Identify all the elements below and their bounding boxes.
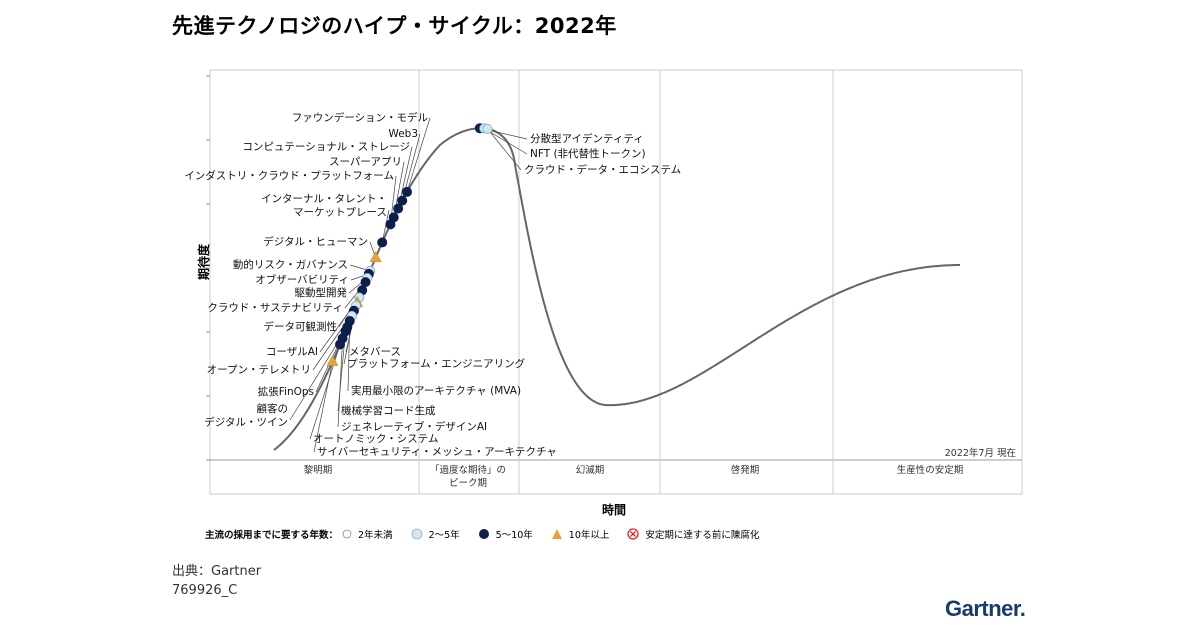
leader-line <box>487 128 522 171</box>
tech-marker <box>385 219 396 230</box>
tech-label: メタバース <box>349 346 401 358</box>
tech-marker-triangle <box>326 355 339 366</box>
leader-line <box>313 361 333 453</box>
legend-item-lt2: 2年未満 <box>342 527 393 541</box>
tech-label: 駆動型開発 <box>295 286 348 299</box>
y-axis-title: 期待度 <box>196 243 211 280</box>
tech-label: コンピュテーショナル・ストレージ <box>242 141 410 153</box>
legend-label-obsolete: 安定期に達する前に陳腐化 <box>645 530 760 541</box>
leader-line <box>381 209 390 243</box>
tech-label: クラウド・サステナビリティ <box>207 302 343 314</box>
legend-title: 主流の採用までに要する年数： <box>205 530 339 541</box>
empty-circle-icon <box>342 529 352 539</box>
legend-item-obsolete: 安定期に達する前に陳腐化 <box>627 527 759 541</box>
legend-label-gt10: 10年以上 <box>568 530 610 541</box>
plot-frame <box>209 69 1023 495</box>
phase-label: 黎明期 <box>304 464 333 476</box>
date-note: 2022年7月 現在 <box>945 447 1016 459</box>
chart-title: 先進テクノロジのハイプ・サイクル：2022年 <box>172 14 617 38</box>
tech-marker <box>377 237 388 248</box>
legend-item-gt10: 10年以上 <box>551 527 610 541</box>
tech-label: デジタル・ヒューマン <box>263 235 368 248</box>
x-circle-icon <box>627 528 640 540</box>
legend-item-2-5: 2～5年 <box>411 527 460 541</box>
phase-label: 生産性の安定期 <box>897 464 964 476</box>
tech-marker <box>401 186 412 197</box>
tech-label: 実用最小限のアーキテクチャ (MVA) <box>351 384 521 397</box>
tech-label: オブザーバビリティ <box>255 273 349 286</box>
triangle-icon <box>551 529 562 539</box>
document-id: 769926_C <box>172 583 238 598</box>
tech-marker-triangle <box>369 251 382 262</box>
tech-marker <box>393 203 404 214</box>
phase-label: 「過度な期待」のピーク期 <box>430 464 506 489</box>
tech-label: Web3 <box>388 128 418 140</box>
tech-label: 機械学習コード生成 <box>341 404 436 417</box>
phase-label: 啓発期 <box>731 464 760 476</box>
tech-label: ジェネレーティブ・デザインAI <box>341 420 487 433</box>
leader-line <box>406 117 431 193</box>
tech-marker <box>482 123 493 134</box>
legend-label-lt2: 2年未満 <box>358 530 393 541</box>
tech-label: インダストリ・クラウド・プラットフォーム <box>184 169 394 182</box>
tech-label: NFT (非代替性トークン) <box>530 147 646 160</box>
tech-label: プラットフォーム・エンジニアリング <box>347 357 526 370</box>
legend: 主流の採用までに要する年数： 2年未満 2～5年 5～10年 10年以上 安定期… <box>205 527 777 541</box>
tech-label: 顧客のデジタル・ツイン <box>204 402 288 429</box>
gartner-logo: Gartner. <box>945 596 1026 621</box>
tech-marker <box>397 195 408 206</box>
tech-label: オープン・テレメトリ <box>207 364 311 376</box>
tech-label: サイバーセキュリティ・メッシュ・アーキテクチャ <box>317 446 557 458</box>
legend-label-2-5: 2～5年 <box>428 530 460 541</box>
tech-label: クラウド・データ・エコシステム <box>524 163 681 176</box>
tech-label: コーザルAI <box>266 346 318 358</box>
tech-label: 動的リスク・ガバナンス <box>233 258 348 271</box>
tech-label: データ可観測性 <box>264 320 338 333</box>
legend-label-5-10: 5～10年 <box>495 530 533 541</box>
tech-label: オートノミック・システム <box>313 433 438 445</box>
leader-line <box>337 338 343 428</box>
phase-label: 幻滅期 <box>576 464 605 476</box>
leader-line <box>484 128 528 155</box>
x-axis-title: 時間 <box>602 502 626 517</box>
tech-label: ファウンデーション・モデル <box>292 111 428 124</box>
tech-label: インターナル・タレント・マーケットプレース <box>261 193 387 219</box>
tech-label: 分散型アイデンティティ <box>530 132 644 145</box>
tech-marker <box>335 339 346 350</box>
legend-item-5-10: 5～10年 <box>478 527 533 541</box>
tech-label: 拡張FinOps <box>258 385 314 398</box>
light-circle-icon <box>411 528 422 540</box>
tech-label: スーパーアプリ <box>329 156 402 168</box>
dark-circle-icon <box>478 529 489 539</box>
source-note: 出典：Gartner <box>172 564 262 579</box>
